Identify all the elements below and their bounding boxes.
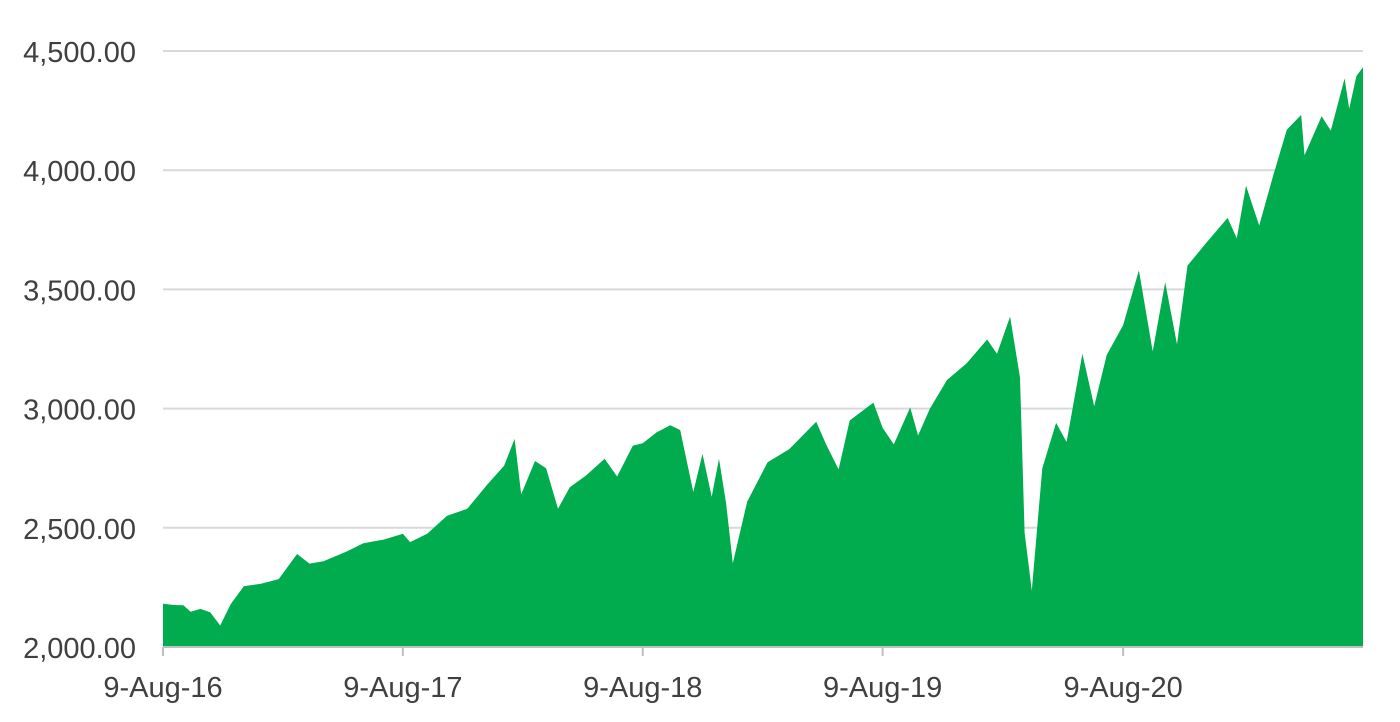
series-area <box>163 67 1363 647</box>
y-tick-label: 4,000.00 <box>23 156 136 188</box>
x-tick-label: 9-Aug-16 <box>103 672 222 704</box>
x-axis-labels: 9-Aug-16 9-Aug-17 9-Aug-18 9-Aug-19 9-Aug-20 <box>103 672 1182 704</box>
x-axis <box>162 646 1363 656</box>
y-tick-label: 3,000.00 <box>23 395 136 427</box>
x-tick-label: 9-Aug-19 <box>823 672 942 704</box>
y-tick-label: 4,500.00 <box>23 37 136 69</box>
x-tick-label: 9-Aug-18 <box>583 672 702 704</box>
x-tick-label: 9-Aug-17 <box>343 672 462 704</box>
x-tick-label: 9-Aug-20 <box>1063 672 1182 704</box>
y-tick-label: 2,000.00 <box>23 633 136 665</box>
y-tick-label: 3,500.00 <box>23 275 136 307</box>
y-tick-label: 2,500.00 <box>23 514 136 546</box>
y-axis-labels: 2,000.00 2,500.00 3,000.00 3,500.00 4,000.00… <box>23 37 136 665</box>
area-series <box>163 67 1363 647</box>
